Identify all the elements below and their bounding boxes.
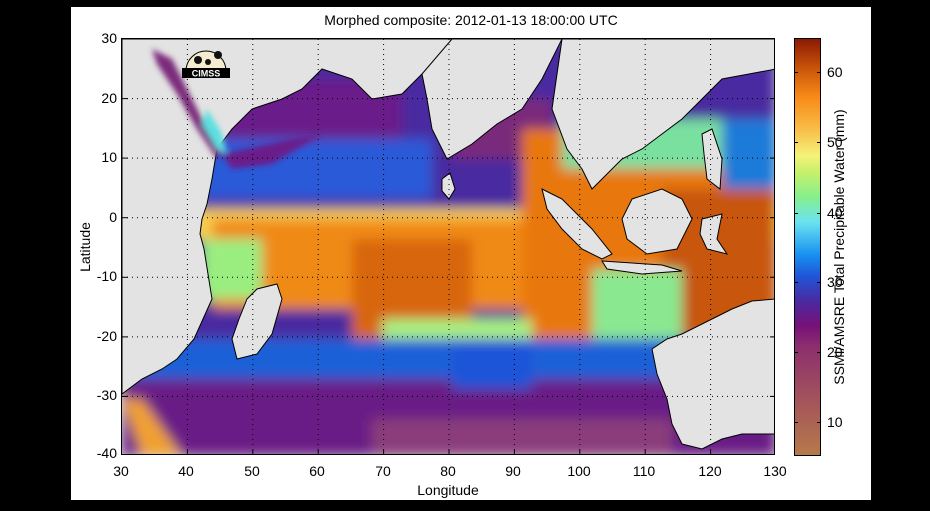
- cimss-logo: CIMSS: [180, 45, 232, 81]
- x-tick: 110: [632, 463, 656, 479]
- colorbar-tick: 50: [827, 134, 843, 150]
- tpw-map: [122, 39, 774, 454]
- svg-text:CIMSS: CIMSS: [192, 69, 221, 79]
- x-tick: 120: [698, 463, 722, 479]
- y-tick: -10: [96, 268, 117, 284]
- y-tick: -40: [96, 445, 117, 461]
- x-tick: 130: [763, 463, 787, 479]
- y-tick: 10: [101, 149, 117, 165]
- colorbar-tick: 40: [827, 205, 843, 221]
- colorbar-tick: 60: [827, 64, 843, 80]
- y-tick: 0: [109, 209, 117, 225]
- y-tick: 20: [101, 90, 117, 106]
- colorbar: [794, 38, 821, 456]
- chart-title: Morphed composite: 2012-01-13 18:00:00 U…: [324, 12, 618, 28]
- y-tick: 30: [101, 30, 117, 46]
- x-tick: 90: [505, 463, 521, 479]
- colorbar-label: SSMI/AMSRE Total Precipitable Water (mm): [831, 109, 847, 385]
- colorbar-tick: 20: [827, 344, 843, 360]
- map-plot-area: CIMSS: [121, 38, 775, 455]
- x-tick: 100: [567, 463, 591, 479]
- colorbar-tick: 10: [827, 414, 843, 430]
- y-tick: -20: [96, 328, 117, 344]
- y-tick: -30: [96, 387, 117, 403]
- figure: Morphed composite: 2012-01-13 18:00:00 U…: [71, 7, 871, 500]
- x-axis-label: Longitude: [417, 482, 479, 498]
- colorbar-tick: 30: [827, 274, 843, 290]
- y-axis-label: Latitude: [77, 222, 93, 272]
- x-tick: 40: [178, 463, 194, 479]
- x-tick: 70: [375, 463, 391, 479]
- x-tick: 50: [244, 463, 260, 479]
- x-tick: 30: [113, 463, 129, 479]
- x-tick: 80: [440, 463, 456, 479]
- x-tick: 60: [309, 463, 325, 479]
